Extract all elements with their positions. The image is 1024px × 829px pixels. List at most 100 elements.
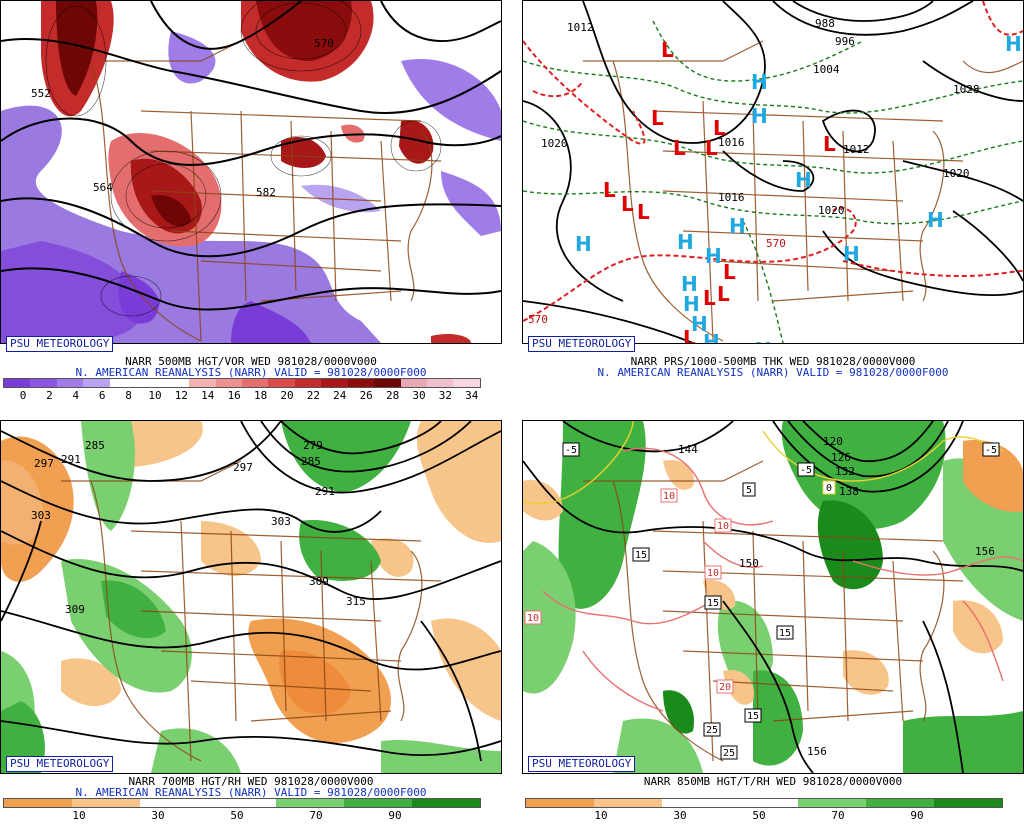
isobar-label: 988 — [815, 17, 835, 30]
chart-caption: NARR 500MB HGT/VOR WED 981028/0000V000 — [125, 355, 377, 368]
low-symbol: L — [683, 326, 696, 343]
contour-label: 120 — [823, 435, 843, 448]
color-scale-swatch — [798, 799, 866, 807]
color-scale-swatch — [140, 799, 208, 807]
contour-label: 156 — [975, 545, 995, 558]
low-symbol: L — [637, 200, 650, 224]
contour-label: 132 — [835, 465, 855, 478]
color-scale-label: 34 — [465, 389, 479, 402]
temperature-label: 25 — [723, 748, 735, 759]
thickness-label: 570 — [528, 313, 548, 326]
map-700mb-graphic: 285 291 297 303 309 279 285 291 297 303 … — [1, 421, 501, 773]
contour-label: 144 — [678, 443, 698, 456]
color-scale-labels: 10 30 50 70 90 — [3, 809, 499, 822]
temperature-label: 15 — [747, 711, 759, 722]
color-scale-labels: 10 30 50 70 90 — [525, 809, 1021, 822]
color-scale-label: 18 — [253, 389, 268, 402]
color-scale-swatch — [241, 379, 269, 387]
color-scale — [3, 798, 481, 808]
high-symbol: H — [683, 292, 700, 316]
temperature-label: 15 — [779, 628, 791, 639]
color-scale-swatch — [109, 379, 137, 387]
color-scale-swatch — [453, 379, 480, 387]
high-symbol: H — [1005, 32, 1022, 56]
color-scale-label: 50 — [752, 809, 766, 822]
color-scale-label: 70 — [831, 809, 845, 822]
temperature-label: 15 — [635, 550, 647, 561]
map-700mb: 285 291 297 303 309 279 285 291 297 303 … — [0, 420, 502, 774]
color-scale-label: 30 — [412, 389, 426, 402]
contour-label: 156 — [807, 745, 827, 758]
color-scale-swatch — [136, 379, 163, 387]
low-symbol: L — [723, 260, 736, 284]
color-scale-label: 28 — [385, 389, 400, 402]
color-scale-label: 90 — [388, 809, 402, 822]
color-scale-swatch — [294, 379, 322, 387]
contour-label: 570 — [314, 37, 334, 50]
color-scale — [3, 378, 481, 388]
contour-label: 297 — [34, 457, 54, 470]
contour-label: 279 — [303, 439, 323, 452]
temperature-label: 0 — [826, 483, 832, 494]
psu-badge: PSU METEOROLOGY — [6, 756, 114, 772]
isobar-label: 1020 — [818, 204, 845, 217]
temperature-label: 25 — [706, 725, 718, 736]
contour-label: 138 — [839, 485, 859, 498]
panel-500mb: 552 570 564 582 PSU METEOROLOGY NARR 500… — [0, 0, 502, 409]
temperature-label: 20 — [719, 682, 731, 693]
contour-label: 309 — [309, 575, 329, 588]
isobar-label: 1012 — [843, 143, 870, 156]
high-symbol: H — [755, 338, 772, 343]
color-scale-swatch — [4, 799, 72, 807]
color-scale-label: 24 — [333, 389, 347, 402]
map-pressure-graphic: 1012 1020 1016 1016 988 996 1004 1012 10… — [523, 1, 1023, 343]
color-scale-swatch — [83, 379, 110, 387]
low-symbol: L — [651, 106, 664, 130]
temperature-label: -5 — [800, 465, 812, 476]
contour-label: 291 — [61, 453, 81, 466]
panel-pressure: 1012 1020 1016 1016 988 996 1004 1012 10… — [522, 0, 1024, 409]
color-scale-swatch — [268, 379, 295, 387]
color-scale-swatch — [321, 379, 348, 387]
temperature-label: -5 — [985, 445, 997, 456]
low-symbol: L — [673, 136, 686, 160]
contour-label: 291 — [315, 485, 335, 498]
color-scale-label: 2 — [46, 389, 53, 402]
color-scale-swatch — [662, 799, 730, 807]
color-scale-swatch — [208, 799, 276, 807]
low-symbol: L — [661, 38, 674, 62]
contour-label: 564 — [93, 181, 113, 194]
color-scale-swatch — [4, 379, 31, 387]
psu-badge: PSU METEOROLOGY — [528, 336, 636, 352]
color-scale-label: 16 — [227, 389, 241, 402]
color-scale-label: 22 — [306, 389, 321, 402]
high-symbol: H — [677, 230, 694, 254]
high-symbol: H — [927, 208, 944, 232]
contour-label: 297 — [233, 461, 253, 474]
color-scale — [525, 798, 1003, 808]
color-scale-label: 26 — [359, 389, 373, 402]
color-scale-swatch — [400, 379, 427, 387]
color-scale-swatch — [347, 379, 375, 387]
color-scale-label: 30 — [151, 809, 165, 822]
high-symbol: H — [703, 330, 720, 343]
map-850mb: 144 150 156 120 126 132 138 156 -5 -5 5 … — [522, 420, 1024, 774]
contour-label: 126 — [831, 451, 851, 464]
color-scale-label: 12 — [174, 389, 189, 402]
psu-badge: PSU METEOROLOGY — [6, 336, 114, 352]
color-scale-label: 20 — [280, 389, 294, 402]
color-scale-label: 10 — [594, 809, 608, 822]
color-scale-label: 50 — [230, 809, 244, 822]
high-symbol: H — [795, 168, 812, 192]
temperature-label: 15 — [707, 598, 719, 609]
contour-label: 303 — [31, 509, 51, 522]
color-scale-swatch — [162, 379, 190, 387]
contour-label: 303 — [271, 515, 291, 528]
contour-label: 285 — [301, 455, 321, 468]
contour-label: 552 — [31, 87, 51, 100]
high-symbol: H — [691, 312, 708, 336]
color-scale-swatch — [30, 379, 57, 387]
temperature-label: 10 — [707, 568, 719, 579]
map-500mb: 552 570 564 582 — [0, 0, 502, 344]
color-scale-swatch — [866, 799, 934, 807]
